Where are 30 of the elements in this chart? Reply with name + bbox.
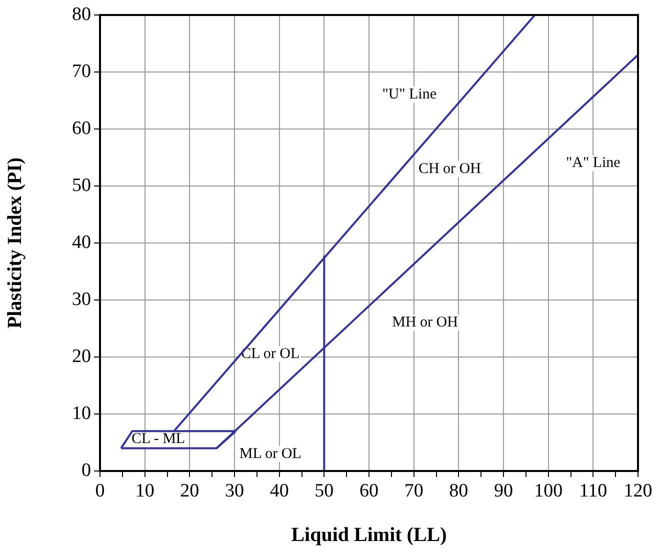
y-tick-label: 80 bbox=[72, 4, 91, 25]
x-tick-label: 110 bbox=[579, 480, 608, 502]
annotation: MH or OH bbox=[392, 314, 458, 331]
annotation: "A" Line bbox=[566, 155, 621, 172]
x-tick-label: 90 bbox=[494, 480, 513, 502]
y-tick-label: 60 bbox=[72, 118, 91, 139]
x-tick-label: 100 bbox=[534, 480, 563, 502]
y-axis-title: Plasticity Index (PI) bbox=[4, 157, 26, 329]
annotation: "U" Line bbox=[382, 86, 437, 103]
x-tick-label: 120 bbox=[624, 480, 652, 502]
x-tick-label: 10 bbox=[135, 480, 154, 502]
y-tick-label: 30 bbox=[72, 288, 91, 310]
y-tick-label: 40 bbox=[72, 232, 91, 253]
x-tick-label: 70 bbox=[404, 480, 424, 502]
annotation: CH or OH bbox=[418, 160, 482, 177]
y-tick-label: 70 bbox=[72, 60, 91, 82]
x-tick-label: 60 bbox=[360, 480, 378, 502]
y-tick-label: 20 bbox=[72, 346, 91, 367]
y-tick-label: 50 bbox=[72, 174, 91, 196]
x-axis-title: Liquid Limit (LL) bbox=[291, 524, 447, 546]
x-tick-label: 50 bbox=[314, 480, 334, 502]
y-tick-label: 10 bbox=[72, 402, 91, 424]
x-tick-label: 40 bbox=[270, 480, 289, 502]
x-tick-label: 20 bbox=[180, 480, 200, 502]
x-tick-label: 30 bbox=[225, 480, 244, 502]
annotation: ML or OL bbox=[239, 446, 302, 462]
y-tick-label: 0 bbox=[82, 460, 91, 481]
annotation: CL - ML bbox=[131, 431, 186, 448]
x-tick-label: 0 bbox=[95, 480, 105, 502]
x-tick-label: 80 bbox=[449, 480, 468, 502]
